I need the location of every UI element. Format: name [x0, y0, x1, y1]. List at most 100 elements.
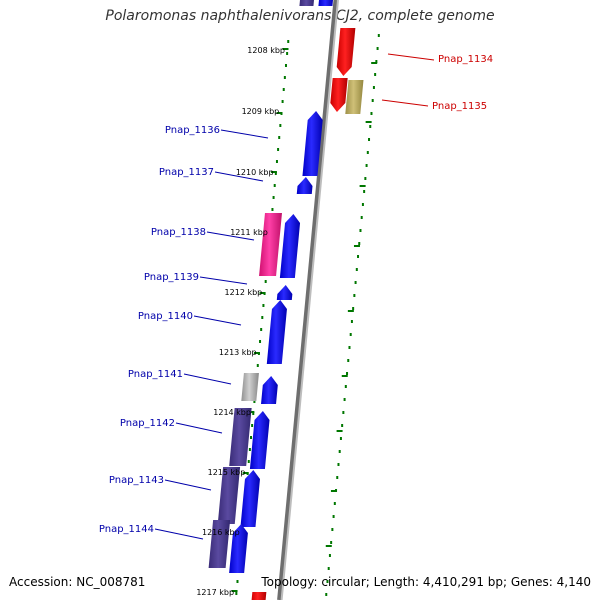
- gene-label-line: [220, 129, 269, 139]
- kbp-label: 1213 kbp: [219, 348, 257, 357]
- gene-label-line: [193, 315, 242, 326]
- kbp-tick: [259, 292, 266, 294]
- gc-dot: [252, 412, 255, 415]
- gene-pnap-1140-arrow: [266, 300, 287, 364]
- gene-label-line: [154, 528, 204, 540]
- gene-label: Pnap_1141: [128, 369, 183, 380]
- gc-dot: [326, 580, 329, 583]
- gc-dash: [371, 62, 378, 64]
- kbp-tick: [248, 411, 255, 413]
- gc-dot: [253, 400, 256, 403]
- gc-dot: [281, 100, 284, 103]
- gc-dot: [235, 592, 238, 595]
- gc-dot: [341, 424, 344, 427]
- gc-dot: [368, 138, 371, 141]
- gc-dash: [341, 375, 348, 377]
- gc-dot: [273, 184, 276, 187]
- gene-label: Pnap_1135: [432, 101, 487, 112]
- gc-dot: [250, 436, 253, 439]
- gc-dot: [279, 124, 282, 127]
- gc-dot: [370, 112, 373, 115]
- gc-dash: [336, 430, 343, 432]
- gc-dot: [236, 580, 239, 583]
- gc-dot: [352, 307, 355, 310]
- gc-dot: [284, 64, 287, 67]
- gc-dot: [349, 333, 352, 336]
- gene-label: Pnap_1140: [138, 311, 193, 322]
- gene-label: Pnap_1137: [159, 167, 214, 178]
- gc-dot: [358, 242, 361, 245]
- gc-dot: [274, 172, 277, 175]
- feature-block: [251, 592, 267, 600]
- map-title: Polaromonas naphthalenivorans CJ2, compl…: [105, 8, 495, 24]
- gc-dot: [355, 268, 358, 271]
- gc-dot: [332, 515, 335, 518]
- gene-label-line: [164, 479, 212, 491]
- gc-dot: [372, 86, 375, 89]
- gc-dot: [283, 76, 286, 79]
- gc-dot: [287, 40, 290, 43]
- gene-label-line: [206, 231, 255, 241]
- gc-dot: [376, 47, 379, 50]
- gene-label: Pnap_1134: [438, 54, 493, 65]
- gc-dot: [330, 541, 333, 544]
- gc-dot: [282, 88, 285, 91]
- gc-dot: [343, 398, 346, 401]
- gc-dot: [369, 125, 372, 128]
- gene-label-line: [183, 373, 232, 385]
- kbp-tick: [242, 472, 249, 474]
- gc-dot: [339, 437, 342, 440]
- kbp-tick: [231, 590, 238, 592]
- gc-dot: [337, 463, 340, 466]
- gc-dot: [366, 151, 369, 154]
- kbp-tick: [253, 352, 260, 354]
- feature-block: [318, 0, 334, 6]
- gene-label-line: [199, 276, 248, 285]
- gc-dot: [271, 208, 274, 211]
- gc-dot: [327, 567, 330, 570]
- gene-pnap-1138-arrow: [279, 214, 301, 278]
- kbp-tick: [282, 48, 289, 50]
- gc-dot: [360, 216, 363, 219]
- kbp-label: 1210 kbp: [236, 168, 274, 177]
- gc-dot: [359, 229, 362, 232]
- kbp-label: 1215 kbp: [208, 468, 246, 477]
- gc-dot: [350, 320, 353, 323]
- feature-block: [259, 213, 282, 276]
- gc-dot: [375, 60, 378, 63]
- gene-pnap-1139-arrow: [276, 285, 293, 300]
- gc-dash: [353, 245, 360, 247]
- gc-dot: [260, 328, 263, 331]
- feature-block: [299, 0, 315, 6]
- genome-backbone: [277, 0, 339, 600]
- gc-dot: [344, 385, 347, 388]
- gc-dot: [346, 372, 349, 375]
- kbp-label: 1216 kbp: [202, 528, 240, 537]
- backbone-line: [277, 0, 339, 600]
- gene-label-line: [214, 171, 264, 182]
- gc-dash: [330, 490, 337, 492]
- gene-label: Pnap_1144: [99, 524, 154, 535]
- gene-label: Pnap_1136: [165, 125, 220, 136]
- gc-dot: [251, 424, 254, 427]
- gc-dot: [377, 34, 380, 37]
- gc-dot: [248, 448, 251, 451]
- kbp-tick: [276, 112, 283, 114]
- feature-block: [217, 467, 241, 524]
- gc-dot: [333, 502, 336, 505]
- gene-label: Pnap_1142: [120, 418, 175, 429]
- gene-label: Pnap_1143: [109, 475, 164, 486]
- gene-label: Pnap_1138: [151, 227, 206, 238]
- kbp-label: 1212 kbp: [225, 288, 263, 297]
- gene-label-line: [175, 422, 223, 434]
- gc-dot: [331, 528, 334, 531]
- gc-dot: [272, 196, 275, 199]
- gc-dot: [357, 255, 360, 258]
- gc-dot: [259, 340, 262, 343]
- feature-block: [241, 373, 259, 401]
- genome-info-text: Topology: circular; Length: 4,410,291 bp…: [261, 575, 591, 589]
- gene-pnap-1141-arrow: [261, 376, 278, 404]
- gc-dot: [371, 99, 374, 102]
- gc-dot: [256, 364, 259, 367]
